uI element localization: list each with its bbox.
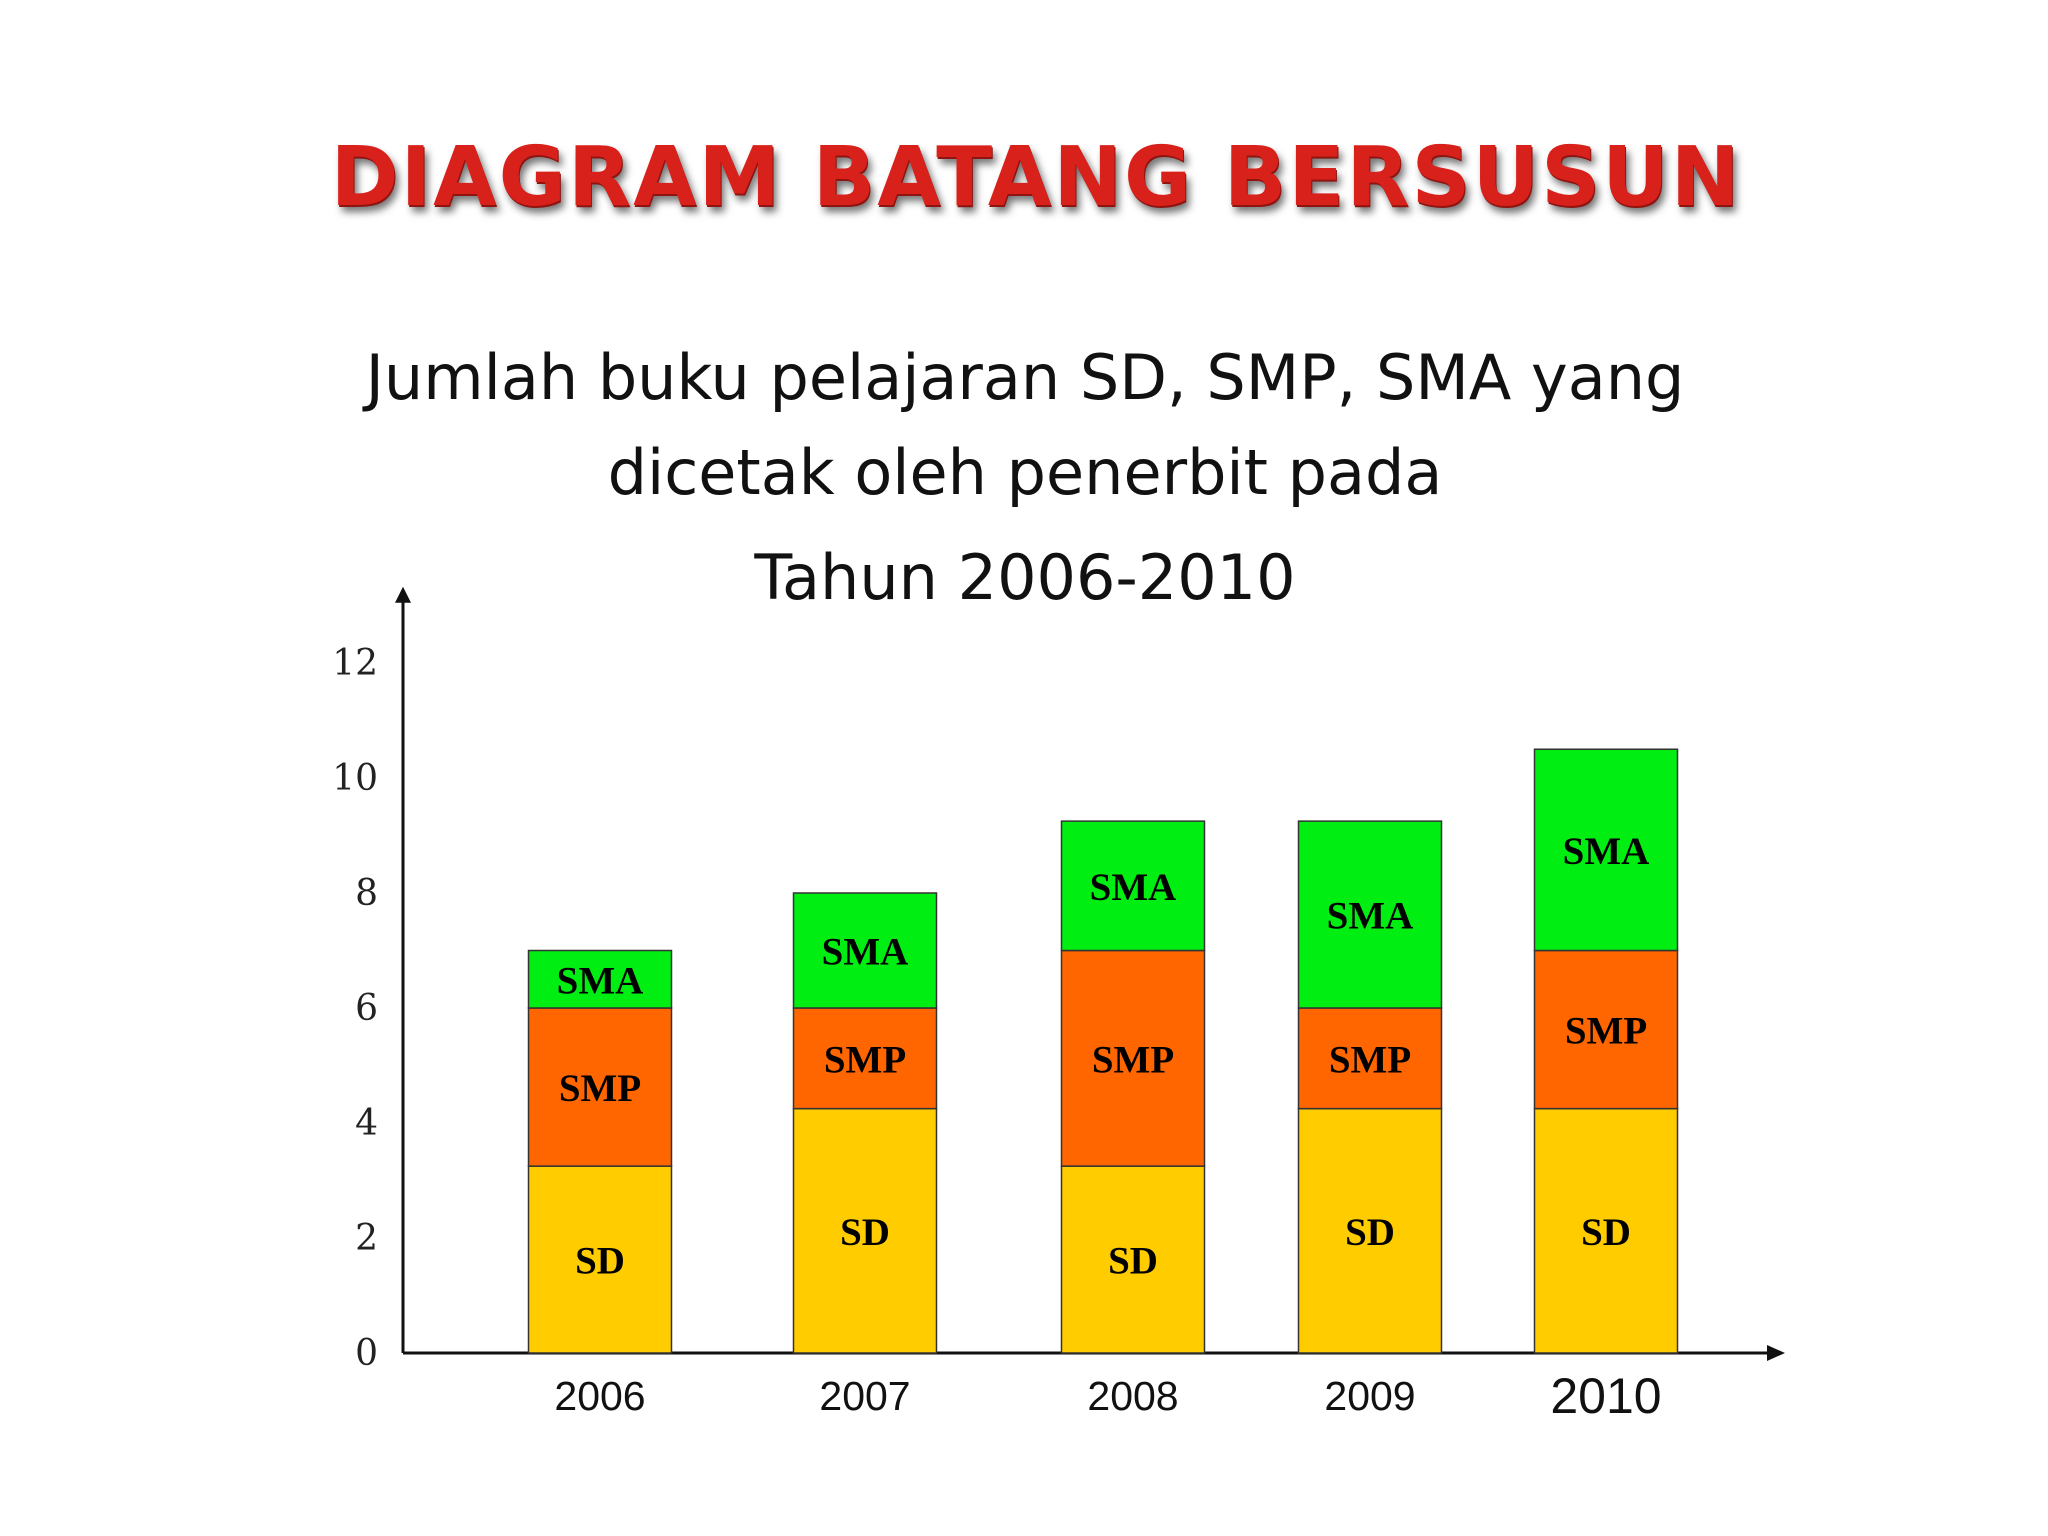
bar-2010-smp <box>1533 949 1679 1110</box>
bar-2007-sd <box>792 1107 938 1354</box>
y-tick-label: 10 <box>332 758 378 799</box>
bar-2006-smp <box>527 1007 673 1167</box>
bar-2010-sd <box>1533 1107 1679 1354</box>
chart-title-line-3: Tahun 2006-2010 <box>754 541 1296 614</box>
y-tick-label: 2 <box>355 1218 378 1259</box>
chart-title: Jumlah buku pelajaran SD, SMP, SMA yang … <box>230 330 1820 625</box>
x-axis-ticks: 2006 2007 2008 2009 2010 <box>554 1368 1661 1424</box>
y-axis-ticks: 0 2 4 6 8 10 12 <box>332 643 378 1374</box>
bar-label-2007-sma: SMA <box>822 931 909 974</box>
bar-label-2008-sma: SMA <box>1090 866 1177 909</box>
chart-title-line-2: dicetak oleh penerbit pada <box>607 436 1443 509</box>
x-axis-arrow <box>1767 1345 1785 1361</box>
bar-label-2009-smp: SMP <box>1329 1038 1411 1081</box>
bar-2009-sma <box>1297 820 1443 1009</box>
y-tick-label: 8 <box>355 873 378 914</box>
bar-label-2006-smp: SMP <box>559 1067 641 1110</box>
bar-2006-sma <box>527 949 673 1009</box>
chart-bars <box>527 748 1679 1354</box>
bar-label-2007-smp: SMP <box>824 1038 906 1081</box>
bar-2006-sd <box>527 1165 673 1354</box>
bar-label-2006-sd: SD <box>575 1240 625 1283</box>
bar-label-2010-sd: SD <box>1581 1211 1631 1254</box>
x-tick-label: 2008 <box>1087 1373 1178 1419</box>
bar-label-2008-smp: SMP <box>1092 1038 1174 1081</box>
bar-2007-smp <box>792 1007 938 1110</box>
bar-label-2007-sd: SD <box>840 1211 890 1254</box>
x-tick-label: 2007 <box>819 1373 910 1419</box>
bar-label-2009-sma: SMA <box>1327 895 1414 938</box>
bar-2009-sd <box>1297 1107 1443 1354</box>
y-tick-label: 6 <box>355 988 378 1029</box>
y-axis-arrow <box>395 586 411 603</box>
segment-labels: SD SMP SMA SD SMP SMA SD SMP SMA SD SMP SMA SD SMP SMA <box>557 830 1650 1283</box>
x-tick-label: 2010 <box>1550 1368 1661 1424</box>
x-tick-label: 2009 <box>1324 1373 1415 1419</box>
bar-2008-sma <box>1060 820 1206 952</box>
bar-2008-smp <box>1060 949 1206 1167</box>
bar-2010-sma <box>1533 748 1679 952</box>
bar-label-2006-sma: SMA <box>557 959 644 1002</box>
bar-label-2009-sd: SD <box>1345 1211 1395 1254</box>
chart-title-line-1: Jumlah buku pelajaran SD, SMP, SMA yang <box>365 341 1685 414</box>
y-tick-label: 0 <box>355 1333 378 1374</box>
x-tick-label: 2006 <box>554 1373 645 1419</box>
bar-2009-smp <box>1297 1007 1443 1110</box>
bar-label-2010-smp: SMP <box>1565 1010 1647 1053</box>
bar-label-2008-sd: SD <box>1108 1240 1158 1283</box>
bar-2007-sma <box>792 892 938 1009</box>
y-tick-label: 4 <box>355 1103 378 1144</box>
y-tick-label: 12 <box>332 643 378 684</box>
bar-2008-sd <box>1060 1165 1206 1354</box>
slide-title: DIAGRAM BATANG BERSUSUN <box>330 130 1742 225</box>
bar-label-2010-sma: SMA <box>1563 830 1650 873</box>
